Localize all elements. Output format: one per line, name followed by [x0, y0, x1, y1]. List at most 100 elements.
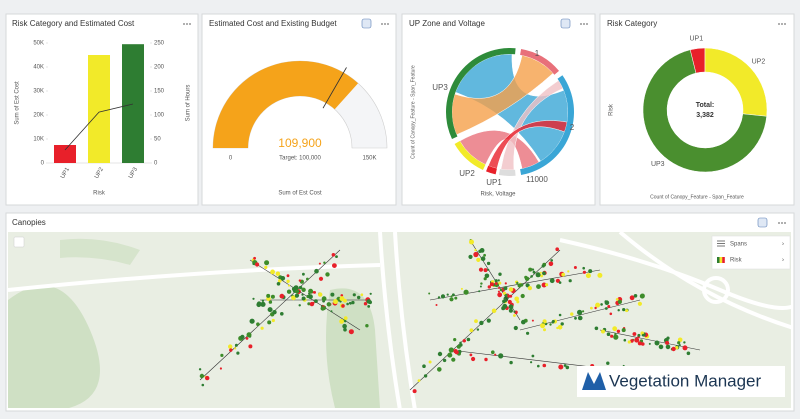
chord-label: 11000: [526, 175, 548, 184]
canopy-dot: [513, 314, 516, 317]
menu-icons[interactable]: [183, 23, 786, 224]
canopy-dot: [260, 326, 264, 330]
canopy-dot: [471, 356, 476, 362]
canopy-dot: [474, 319, 478, 323]
line: [64, 103, 134, 151]
canopy-dot: [595, 302, 601, 308]
target-marker: [322, 67, 347, 109]
canopy-dot: [428, 292, 431, 295]
canopy-dot: [298, 279, 302, 282]
y-tick-label: 40K: [33, 65, 44, 71]
canopy-dot: [560, 322, 564, 326]
canopy-dot: [494, 353, 497, 356]
canopy-dot: [504, 293, 508, 297]
canopy-dot: [516, 300, 520, 304]
canopy-dot: [348, 301, 352, 305]
canopy-dot: [502, 299, 506, 304]
y-tick-label: 0: [41, 161, 45, 167]
chord-label: UP2: [459, 169, 475, 178]
total-caption: Total:: [696, 102, 715, 109]
canopy-dot: [314, 299, 318, 303]
chord-label: 1: [535, 49, 540, 58]
canopy-dot: [665, 340, 670, 345]
canopy-dot: [483, 268, 488, 273]
chevron: ›: [782, 258, 784, 264]
canopy-dot: [301, 293, 304, 296]
canopy-dot: [683, 341, 686, 344]
canopy-dot: [453, 349, 458, 354]
canopy-dot: [517, 283, 522, 288]
canopy-dot: [423, 374, 428, 378]
canopy-dot: [468, 254, 473, 259]
canopy-dot: [229, 348, 233, 352]
filter-icons[interactable]: [361, 18, 768, 228]
canopy-dot: [437, 296, 441, 299]
canopy-dot: [313, 291, 316, 294]
bar: [54, 145, 76, 163]
canopy-dot: [548, 261, 554, 267]
canopy-dot: [525, 283, 530, 288]
canopy-dot: [280, 276, 286, 281]
canopy-dot: [609, 312, 613, 316]
canopy-dot: [256, 322, 260, 327]
canopy-dot: [320, 306, 325, 311]
canopy-dot: [252, 297, 255, 300]
y2-tick-label: 250: [154, 41, 165, 47]
home-button[interactable]: [13, 236, 25, 248]
canopy-dot: [325, 272, 330, 277]
canopy-dot: [565, 365, 570, 370]
canopy-dot: [291, 286, 297, 292]
bar: [88, 55, 110, 163]
canopy-dot: [301, 296, 306, 301]
canopy-dot: [612, 326, 618, 332]
y-tick-label: 30K: [33, 89, 44, 95]
canopy-dot: [641, 342, 645, 346]
canopy-dot: [498, 353, 504, 359]
canopy-dot: [570, 312, 574, 316]
canopy-dot: [308, 288, 314, 294]
canopy-dot: [573, 266, 577, 269]
legend-item[interactable]: Risk: [730, 258, 743, 264]
map-legend[interactable]: [711, 235, 791, 270]
canopy-dot: [369, 292, 372, 295]
canopy-dot: [494, 279, 498, 283]
canopy-dot: [447, 352, 453, 358]
canopy-dot: [509, 360, 513, 365]
legend-item[interactable]: Spans: [730, 242, 747, 248]
canopy-dot: [360, 293, 364, 297]
canopy-dot: [295, 289, 300, 294]
canopy-dot: [677, 337, 683, 343]
canopy-dot: [601, 329, 605, 334]
canopy-dot: [582, 270, 587, 274]
canopy-dot: [332, 263, 337, 268]
gauge-tick-label: 150K: [362, 156, 376, 162]
canopy-dot: [479, 320, 484, 326]
canopy-dot: [287, 284, 291, 287]
canopy-dot: [632, 332, 637, 336]
y-axis-label: Count of Canopy_Feature - Span_Feature: [410, 65, 416, 159]
canopy-dot: [558, 364, 564, 370]
canopy-dot: [483, 253, 486, 257]
canopy-dot: [270, 294, 275, 299]
x-axis-label: Risk, Voltage: [480, 192, 516, 198]
canopy-dot: [577, 309, 583, 315]
canopy-dot: [340, 294, 344, 297]
span-line: [429, 269, 601, 301]
y2-tick-label: 200: [154, 65, 165, 71]
spans-icon: [717, 240, 725, 247]
canopy-dot: [428, 360, 432, 364]
canopy-dot: [551, 320, 555, 324]
canopy-dot: [537, 364, 540, 368]
canopy-dot: [682, 345, 688, 351]
chevron: ›: [782, 242, 784, 248]
canopy-dot: [597, 272, 603, 278]
canopy-dot: [489, 282, 494, 287]
canopy-dot: [542, 271, 546, 276]
canopy-dot: [422, 364, 426, 369]
canopy-dot: [487, 268, 490, 271]
canopy-dot: [526, 331, 530, 335]
chord-arc: [446, 47, 516, 140]
canopy-dot: [363, 302, 368, 306]
ribbon: [451, 55, 554, 136]
canopy-dot: [577, 315, 583, 321]
